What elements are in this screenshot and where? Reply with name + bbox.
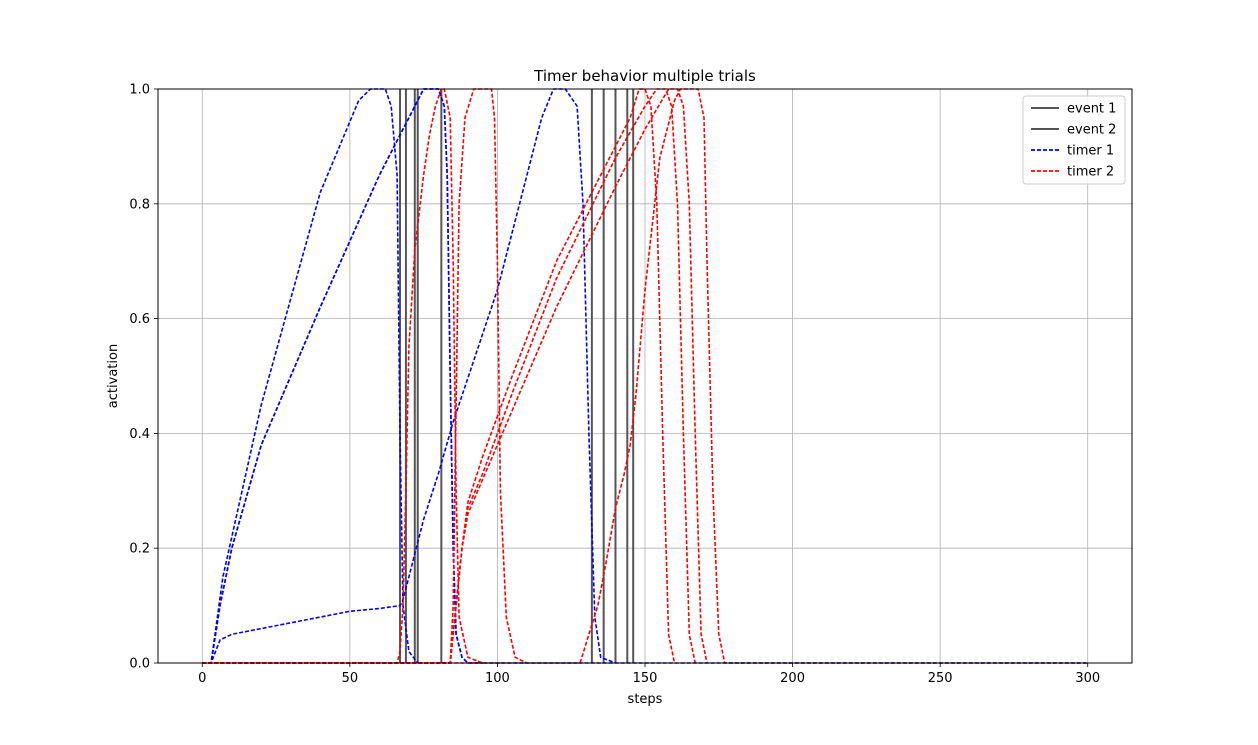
x-tick-label: 0 [198,671,206,686]
y-tick-label: 1.0 [129,83,150,98]
y-tick-label: 0.0 [129,657,150,672]
x-tick-label: 250 [928,671,953,686]
y-tick-label: 0.4 [129,427,150,442]
y-ticks: 0.0 0.2 0.4 0.6 0.8 1.0 [129,83,158,672]
series-line-timer-2 [202,88,483,664]
series-line-timer-2 [202,88,708,664]
x-tick-label: 50 [342,671,359,686]
chart-title: Timer behavior multiple trials [533,67,756,85]
series-line-timer-2 [202,88,1088,664]
x-tick-label: 300 [1075,671,1100,686]
legend-box [1022,95,1126,185]
series-line-timer-1 [202,88,419,664]
x-tick-label: 100 [485,671,510,686]
legend: event 1 event 2 timer 1 timer 2 [1022,95,1126,185]
legend-label: event 1 [1067,102,1116,117]
y-tick-label: 0.2 [129,542,150,557]
y-tick-label: 0.8 [129,197,150,212]
x-ticks: 0 50 100 150 200 250 300 [198,663,1100,686]
legend-label: timer 1 [1067,144,1114,159]
x-tick-label: 150 [633,671,658,686]
legend-label: event 2 [1067,123,1116,138]
event-lines [399,89,635,663]
x-axis-label: steps [628,692,663,707]
x-tick-label: 200 [780,671,805,686]
y-axis-label: activation [106,344,121,408]
series-line-timer-2 [202,88,528,664]
y-tick-label: 0.6 [129,312,150,327]
grid [158,88,1132,664]
legend-label: timer 2 [1067,165,1114,180]
series-line-timer-1 [202,88,616,664]
